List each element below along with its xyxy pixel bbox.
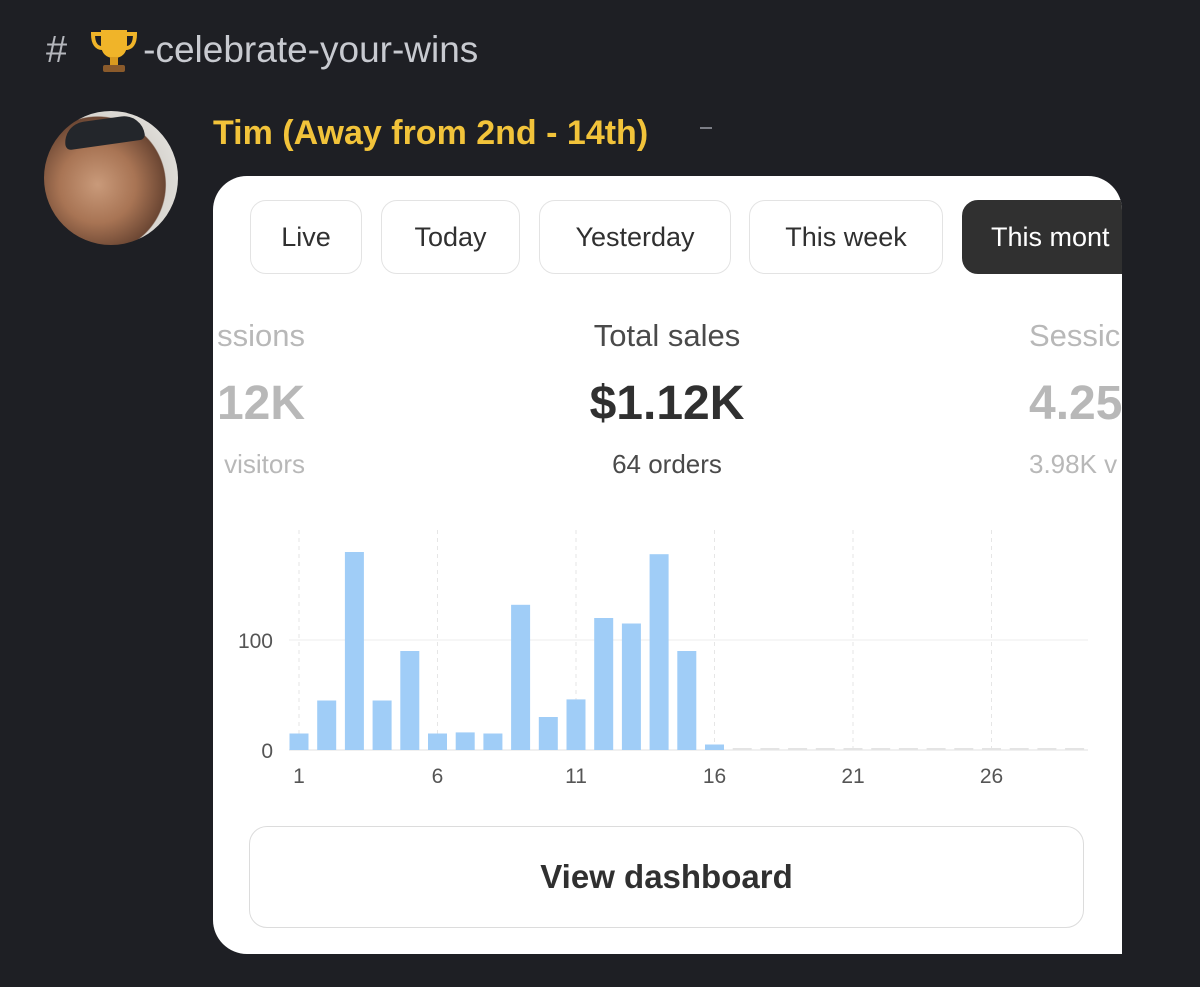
tab-this-week[interactable]: This week: [749, 200, 943, 274]
bar: [483, 733, 503, 750]
x-tick-label: 1: [293, 765, 305, 788]
avatar[interactable]: [44, 111, 178, 245]
channel-header: # -celebrate-your-wins: [46, 26, 478, 74]
bar: [788, 748, 808, 750]
bar: [677, 651, 697, 750]
bar: [871, 748, 891, 750]
bar: [760, 748, 780, 750]
author-name[interactable]: Tim (Away from 2nd - 14th): [213, 114, 649, 152]
metric-sub: visitors: [224, 449, 305, 479]
bar: [594, 618, 614, 750]
tab-live[interactable]: Live: [250, 200, 362, 274]
bar: [344, 552, 364, 750]
metric-total-sales[interactable]: Total sales $1.12K 64 orders: [567, 318, 767, 480]
metric-label: Sessic: [1029, 318, 1121, 353]
bar: [649, 554, 669, 750]
bar: [455, 732, 475, 750]
tab-today[interactable]: Today: [381, 200, 520, 274]
bar: [982, 748, 1001, 750]
metric-sessions-left[interactable]: ssions 12K visitors: [213, 318, 305, 480]
bar: [566, 699, 586, 750]
bar: [400, 651, 420, 750]
bar: [815, 748, 835, 750]
bar: [317, 700, 337, 750]
bar: [289, 733, 309, 750]
divider-mark: [700, 127, 712, 129]
bar: [1037, 748, 1057, 750]
view-dashboard-button[interactable]: View dashboard: [249, 826, 1084, 928]
bar: [621, 623, 641, 750]
x-tick-label: 11: [565, 765, 587, 788]
bar: [1009, 748, 1029, 750]
metric-sub: 64 orders: [612, 449, 722, 479]
trophy-icon: [89, 26, 139, 74]
bar: [926, 748, 946, 750]
y-tick-label: 100: [238, 630, 273, 653]
hash-icon: #: [46, 28, 68, 71]
bar: [511, 604, 531, 750]
bar: [843, 748, 863, 750]
analytics-card: Live Today Yesterday This week This mont…: [213, 176, 1122, 954]
x-tick-label: 21: [841, 765, 864, 788]
bar: [954, 748, 974, 750]
bar: [428, 733, 447, 750]
y-tick-label: 0: [261, 740, 273, 763]
channel-name[interactable]: -celebrate-your-wins: [143, 29, 479, 70]
x-tick-label: 26: [980, 765, 1003, 788]
metric-label: ssions: [217, 318, 305, 353]
x-tick-label: 6: [432, 765, 444, 788]
tab-yesterday[interactable]: Yesterday: [539, 200, 731, 274]
bar: [898, 748, 918, 750]
bar: [372, 700, 392, 750]
bar: [732, 748, 752, 750]
period-tabs: Live Today Yesterday This week This mont: [213, 200, 1122, 276]
metric-sub: 3.98K v: [1029, 449, 1118, 479]
bar: [705, 744, 724, 750]
avatar-bandana: [62, 113, 146, 151]
metric-value: 12K: [216, 377, 305, 430]
metric-value: 4.25: [1029, 377, 1122, 430]
metric-value: $1.12K: [589, 377, 745, 430]
tab-this-month[interactable]: This mont: [962, 200, 1122, 274]
bar: [1065, 748, 1085, 750]
metric-sessions-right[interactable]: Sessic 4.25 3.98K v: [1029, 318, 1122, 480]
metric-label: Total sales: [593, 318, 741, 353]
bar: [538, 717, 558, 750]
x-tick-label: 16: [703, 765, 726, 788]
